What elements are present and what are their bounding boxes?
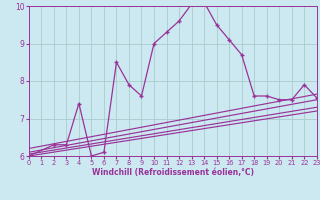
X-axis label: Windchill (Refroidissement éolien,°C): Windchill (Refroidissement éolien,°C) [92,168,254,177]
